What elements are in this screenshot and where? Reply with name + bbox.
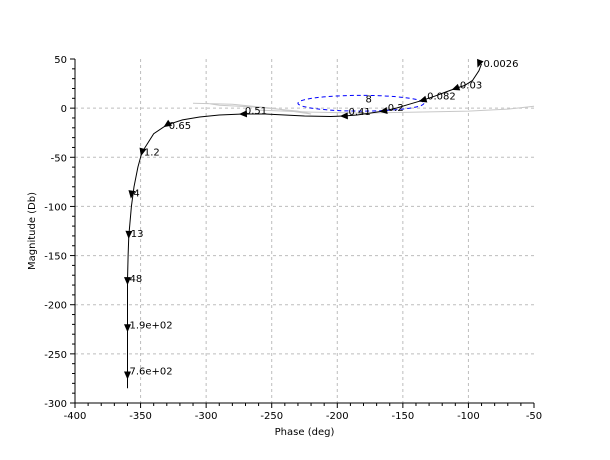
- point-label: 0.082: [427, 91, 456, 102]
- x-axis-label: Phase (deg): [275, 427, 335, 438]
- grey-locus-line: [258, 105, 535, 114]
- x-tick-label: -350: [129, 411, 152, 422]
- point-label: 0.0026: [484, 59, 519, 70]
- point-label: 0.65: [169, 121, 191, 132]
- point-label: 48: [129, 274, 142, 285]
- y-axis-label: Magnitude (Db): [27, 192, 38, 270]
- x-tick-label: -50: [526, 411, 542, 422]
- point-label: 7.6e+02: [129, 367, 172, 378]
- point-label: 0.41: [348, 107, 370, 118]
- y-tick-label: -250: [44, 350, 67, 361]
- x-tick-label: -200: [326, 411, 349, 422]
- point-label: 8: [366, 94, 372, 105]
- y-tick-label: 50: [54, 55, 67, 66]
- grid: [75, 59, 534, 403]
- arrow-marker: [139, 147, 147, 157]
- arrow-marker: [451, 83, 461, 91]
- grey-locus-line: [192, 102, 312, 115]
- point-label: 0.2: [388, 103, 404, 114]
- y-tick-label: -150: [44, 252, 67, 263]
- arrow-marker: [477, 58, 484, 68]
- arrow-marker: [124, 371, 131, 380]
- point-label: 1.9e+02: [129, 320, 172, 331]
- y-tick-label: -50: [51, 153, 67, 164]
- point-label: 1.2: [144, 147, 160, 158]
- blue-dashed-ellipse: [297, 94, 425, 112]
- x-tick-label: -300: [195, 411, 218, 422]
- x-tick-label: -100: [457, 411, 480, 422]
- point-label: 4: [133, 189, 139, 200]
- series-group: [124, 58, 535, 389]
- arrow-marker: [379, 107, 388, 114]
- x-tick-label: -400: [64, 411, 87, 422]
- arrow-marker: [418, 95, 428, 103]
- point-label: 13: [131, 229, 144, 240]
- y-tick-label: 0: [61, 104, 67, 115]
- arrow-marker: [163, 119, 173, 128]
- point-label: 0.51: [245, 106, 267, 117]
- arrow-marker: [124, 277, 131, 286]
- axes: -400 -350 -300 -250 -200 -150 -100 -50 -300 -250 -…: [44, 55, 542, 422]
- arrow-marker: [128, 190, 136, 199]
- point-label: 0.03: [460, 81, 482, 92]
- series-line: [127, 63, 482, 389]
- arrow-marker: [339, 112, 348, 120]
- arrow-marker: [125, 230, 133, 239]
- y-tick-label: -200: [44, 301, 67, 312]
- y-tick-label: -300: [44, 399, 67, 410]
- y-tick-label: -100: [44, 202, 67, 213]
- x-tick-label: -250: [260, 411, 283, 422]
- arrow-marker: [238, 110, 248, 118]
- arrow-marker: [124, 324, 131, 333]
- x-tick-label: -150: [392, 411, 415, 422]
